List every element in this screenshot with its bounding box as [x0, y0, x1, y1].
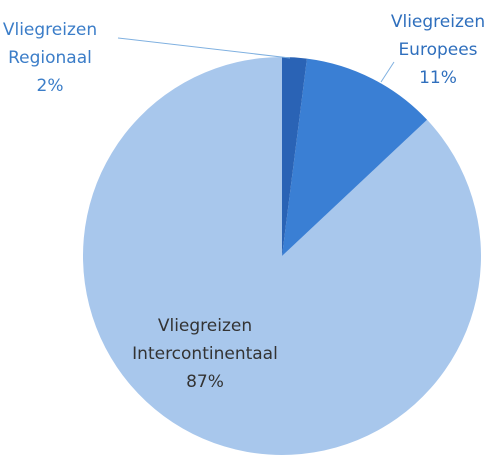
slice-label: Vliegreizen Intercontinentaal 87%	[110, 312, 300, 396]
leader-line	[117, 37, 291, 59]
slice-label: Vliegreizen Regionaal 2%	[0, 16, 100, 100]
value-label: 2%	[36, 76, 64, 96]
category-label: Vliegreizen Europees	[390, 12, 486, 60]
category-label: Vliegreizen Regionaal	[2, 20, 98, 68]
value-label: 11%	[419, 68, 457, 88]
slice-label: Vliegreizen Europees 11%	[386, 8, 490, 92]
pie-slice	[282, 57, 307, 256]
leader-line	[380, 61, 395, 83]
pie-slice	[282, 58, 428, 256]
value-label: 87%	[186, 372, 224, 392]
category-label: Vliegreizen Intercontinentaal	[132, 316, 278, 364]
